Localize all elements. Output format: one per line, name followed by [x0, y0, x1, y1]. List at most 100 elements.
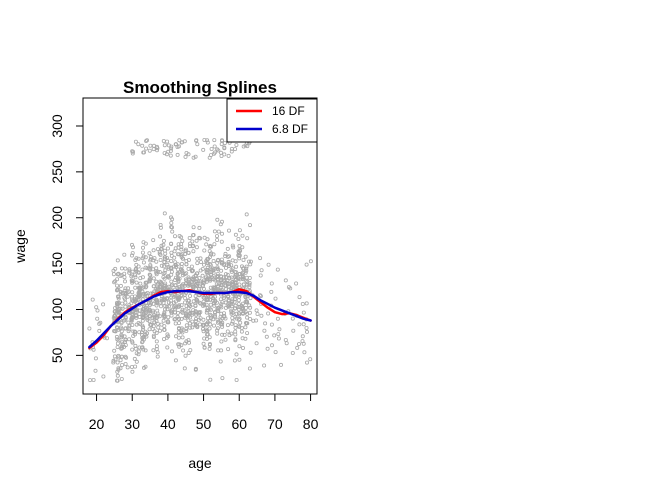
data-point: [130, 272, 135, 277]
data-point: [218, 285, 223, 290]
data-point: [147, 277, 152, 282]
data-point: [207, 306, 212, 311]
data-point: [193, 293, 198, 298]
data-point: [136, 256, 141, 261]
data-point: [237, 282, 242, 287]
data-point: [190, 239, 195, 244]
data-point: [122, 252, 127, 257]
data-point: [198, 279, 203, 284]
data-point: [155, 269, 160, 274]
data-point: [229, 304, 234, 309]
data-point: [234, 377, 239, 382]
data-point: [113, 329, 118, 334]
data-point: [216, 229, 221, 234]
data-point: [181, 348, 186, 353]
data-point: [165, 319, 170, 324]
data-point: [226, 298, 231, 303]
data-point: [186, 298, 191, 303]
data-point: [204, 321, 209, 326]
data-point: [119, 319, 124, 324]
data-point: [240, 345, 245, 350]
data-point: [133, 346, 138, 351]
data-point: [263, 321, 268, 326]
data-point: [226, 281, 231, 286]
data-point: [155, 308, 160, 313]
data-point: [209, 272, 214, 277]
data-point: [195, 261, 200, 266]
data-point: [187, 235, 192, 240]
data-point: [186, 280, 191, 285]
data-point: [115, 283, 120, 288]
data-point: [158, 281, 163, 286]
data-point: [184, 304, 189, 309]
data-point: [193, 303, 198, 308]
data-point: [176, 144, 181, 149]
data-point: [219, 305, 224, 310]
data-point: [158, 222, 163, 227]
data-point: [237, 312, 242, 317]
data-point: [197, 284, 202, 289]
data-point: [147, 327, 152, 332]
data-point: [190, 285, 195, 290]
data-point: [140, 245, 145, 250]
data-point: [115, 373, 120, 378]
data-point: [200, 280, 205, 285]
data-point: [165, 256, 170, 261]
data-point: [233, 338, 238, 343]
data-point: [190, 233, 195, 238]
data-point: [176, 321, 181, 326]
data-point: [141, 314, 146, 319]
data-point: [130, 245, 135, 250]
data-point: [148, 254, 153, 259]
data-point: [116, 294, 121, 299]
data-point: [139, 345, 144, 350]
data-point: [277, 327, 282, 332]
data-point: [245, 331, 250, 336]
data-point: [155, 299, 160, 304]
data-point: [186, 340, 191, 345]
data-point: [134, 280, 139, 285]
data-point: [144, 303, 149, 308]
data-point: [91, 377, 96, 382]
data-point: [226, 228, 231, 233]
data-point: [229, 308, 234, 313]
data-point: [234, 272, 239, 277]
data-point: [179, 329, 184, 334]
data-point: [240, 274, 245, 279]
data-point: [122, 271, 127, 276]
data-point: [122, 295, 127, 300]
data-point: [247, 223, 252, 228]
data-point: [136, 320, 141, 325]
data-point: [115, 258, 120, 263]
data-point: [87, 326, 92, 331]
data-point: [204, 269, 209, 274]
data-point: [162, 211, 167, 216]
data-point: [173, 303, 178, 308]
data-point: [120, 301, 125, 306]
data-point: [236, 304, 241, 309]
data-point: [119, 332, 124, 337]
data-point: [215, 217, 220, 222]
data-point: [234, 142, 239, 147]
data-point: [111, 358, 116, 363]
data-point: [148, 301, 153, 306]
data-point: [111, 268, 116, 273]
data-point: [240, 305, 245, 310]
data-point: [234, 264, 239, 269]
x-axis: 20 30 40 50 60 70 80: [89, 393, 319, 432]
data-point: [143, 265, 148, 270]
data-point: [162, 315, 167, 320]
data-point: [262, 328, 267, 333]
data-point: [193, 322, 198, 327]
data-point: [201, 147, 206, 152]
data-point: [205, 329, 210, 334]
data-point: [137, 330, 142, 335]
data-point: [193, 319, 198, 324]
data-point: [158, 304, 163, 309]
data-point: [240, 311, 245, 316]
x-tick-label: 70: [267, 416, 283, 432]
data-point: [165, 262, 170, 267]
data-point: [159, 322, 164, 327]
data-point: [208, 243, 213, 248]
data-point: [229, 268, 234, 273]
